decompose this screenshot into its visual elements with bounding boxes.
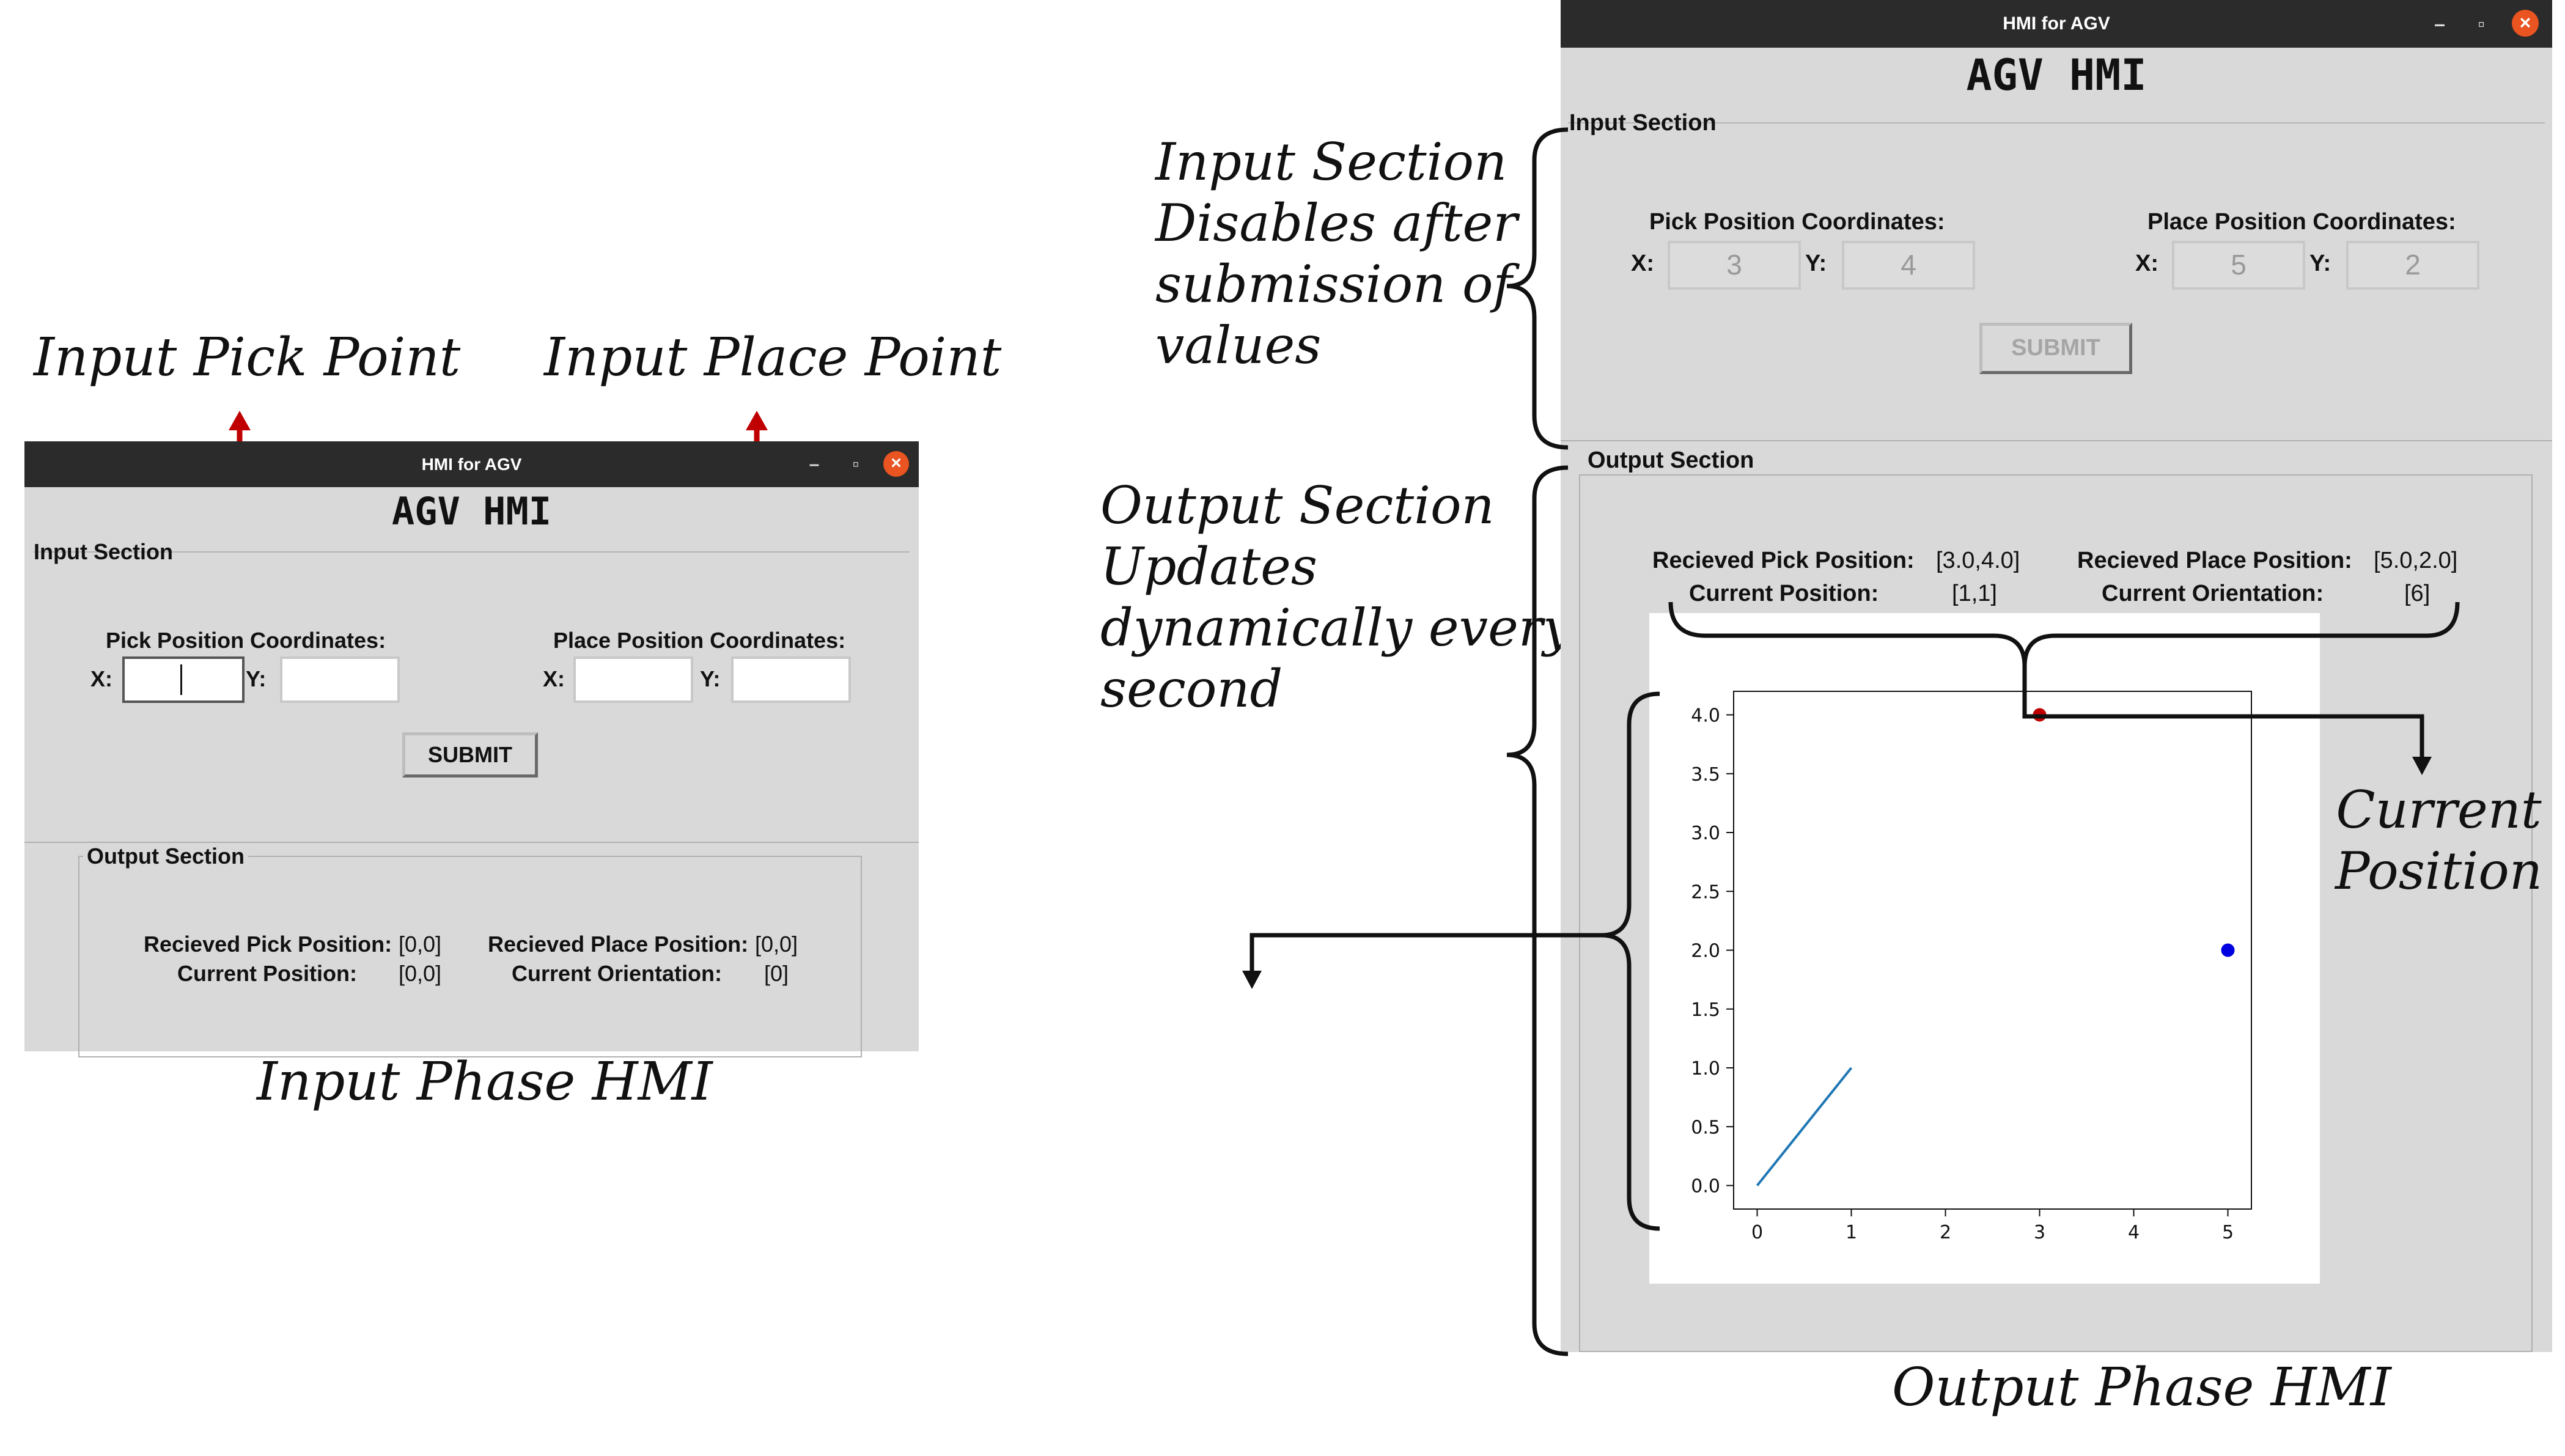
submit-button[interactable]: SUBMIT <box>402 732 538 778</box>
place-coordinates-label: Place Position Coordinates: <box>2147 209 2456 235</box>
pick-x-input[interactable]: 3 <box>1668 241 1801 290</box>
output-section-label: Output Section <box>1584 447 1758 474</box>
pick-y-input[interactable]: 4 <box>1842 241 1975 290</box>
received-pick-label: Recieved Pick Position: <box>1652 548 1915 573</box>
close-icon[interactable]: × <box>883 451 909 477</box>
current-position-value: [0,0] <box>399 961 442 986</box>
y-tick-label: 3.0 <box>1691 823 1720 844</box>
place-y-input[interactable] <box>731 656 851 703</box>
place-coordinates-label: Place Position Coordinates: <box>553 628 846 653</box>
text-cursor <box>180 664 182 695</box>
y-tick-label: 1.5 <box>1691 999 1720 1021</box>
pick-y-label: Y: <box>1805 251 1827 276</box>
place-x-input[interactable] <box>573 656 693 703</box>
y-tick-label: 1.0 <box>1691 1058 1720 1079</box>
current-orientation-label: Current Orientation: <box>512 961 723 986</box>
agv-path-line <box>1756 1067 1853 1186</box>
window-title: HMI for AGV <box>2003 13 2110 34</box>
input-section-frame <box>24 553 919 843</box>
x-tick-label: 5 <box>2222 1222 2234 1243</box>
title-separator <box>34 551 910 553</box>
minimize-icon[interactable]: – <box>2434 13 2445 35</box>
current-position-label: Current Position: <box>1689 581 1879 606</box>
submit-button[interactable]: SUBMIT <box>1979 323 2132 374</box>
pick-y-label: Y: <box>246 666 267 691</box>
received-place-value: [5.0,2.0] <box>2374 548 2458 573</box>
x-tick-label: 0 <box>1751 1222 1763 1243</box>
minimize-icon[interactable]: – <box>809 454 820 474</box>
y-tick-label: 3.5 <box>1691 764 1720 785</box>
plot-canvas: 0 1 2 3 4 5 0.0 0.5 1.0 1.5 2.0 2.5 3.0 3.5 4.0 <box>1649 613 2320 1284</box>
x-tick-label: 3 <box>2034 1222 2045 1243</box>
annotation-output-phase-caption: Output Phase HMI <box>1892 1357 2391 1418</box>
y-tick-label: 2.5 <box>1691 881 1720 903</box>
y-tick-label: 2.0 <box>1691 941 1720 962</box>
received-pick-label: Recieved Pick Position: <box>144 932 392 957</box>
pick-y-input[interactable] <box>280 656 400 703</box>
pick-x-label: X: <box>1631 251 1654 276</box>
place-y-input[interactable]: 2 <box>2346 241 2479 290</box>
place-x-input[interactable]: 5 <box>2172 241 2305 290</box>
pick-x-input[interactable] <box>122 656 245 703</box>
annotation-input-phase-caption: Input Phase HMI <box>257 1051 713 1112</box>
place-x-label: X: <box>2135 251 2158 276</box>
x-tick-label: 1 <box>1846 1222 1857 1243</box>
received-pick-value: [0,0] <box>399 932 442 957</box>
place-y-label: Y: <box>2309 251 2331 276</box>
annotation-output-section-note: Output Section Updates dynamically every… <box>1100 476 1572 719</box>
received-place-label: Recieved Place Position: <box>488 932 749 957</box>
place-y-label: Y: <box>700 666 721 691</box>
app-title: AGV HMI <box>391 489 552 534</box>
pick-x-label: X: <box>90 666 112 691</box>
maximize-icon[interactable]: ▫ <box>852 454 859 474</box>
annotation-input-pick-point: Input Pick Point <box>34 327 461 388</box>
title-bar[interactable]: HMI for AGV – ▫ × <box>1561 0 2552 48</box>
received-place-label: Recieved Place Position: <box>2077 548 2352 573</box>
annotation-input-place-point: Input Place Point <box>544 327 1002 388</box>
annotation-current-position-note: Current Position <box>2335 780 2542 901</box>
output-section-frame <box>78 856 862 1057</box>
title-bar[interactable]: HMI for AGV – ▫ × <box>24 441 919 487</box>
received-place-value: [0,0] <box>755 932 798 957</box>
app-title: AGV HMI <box>1966 50 2147 100</box>
current-orientation-value: [6] <box>2404 581 2431 606</box>
pick-coordinates-label: Pick Position Coordinates: <box>1649 209 1945 235</box>
output-phase-window: HMI for AGV – ▫ × AGV HMI Input Section … <box>1561 0 2552 1352</box>
input-section-label: Input Section <box>34 539 173 564</box>
current-position-value: [1,1] <box>1952 581 1997 606</box>
input-section-frame <box>1561 123 2552 441</box>
x-tick-label: 2 <box>1940 1222 1951 1243</box>
place-point-marker <box>2221 943 2235 957</box>
maximize-icon[interactable]: ▫ <box>2478 13 2485 35</box>
current-orientation-value: [0] <box>764 961 789 986</box>
title-separator <box>1568 122 2545 123</box>
output-section-frame <box>1579 474 2533 1352</box>
input-section-label: Input Section <box>1569 110 1717 136</box>
trajectory-plot: 0 1 2 3 4 5 0.0 0.5 1.0 1.5 2.0 2.5 3.0 3.5 4.0 <box>1691 691 2252 1243</box>
received-pick-value: [3.0,4.0] <box>1936 548 2020 573</box>
y-tick-label: 4.0 <box>1691 705 1720 727</box>
x-tick-label: 4 <box>2128 1222 2140 1243</box>
place-x-label: X: <box>543 666 565 691</box>
current-orientation-label: Current Orientation: <box>2102 581 2324 606</box>
annotation-input-section-note: Input Section Disables after submission … <box>1155 132 1518 375</box>
window-title: HMI for AGV <box>421 455 522 474</box>
y-tick-label: 0.5 <box>1691 1117 1720 1138</box>
pick-coordinates-label: Pick Position Coordinates: <box>106 628 386 653</box>
input-phase-window: HMI for AGV – ▫ × AGV HMI Input Section … <box>24 441 919 1057</box>
plot-axes-frame <box>1733 691 2252 1210</box>
pick-point-marker <box>2033 708 2047 722</box>
output-section-label: Output Section <box>83 844 248 869</box>
y-tick-label: 0.0 <box>1691 1176 1720 1197</box>
close-icon[interactable]: × <box>2512 10 2539 37</box>
current-position-label: Current Position: <box>177 961 357 986</box>
